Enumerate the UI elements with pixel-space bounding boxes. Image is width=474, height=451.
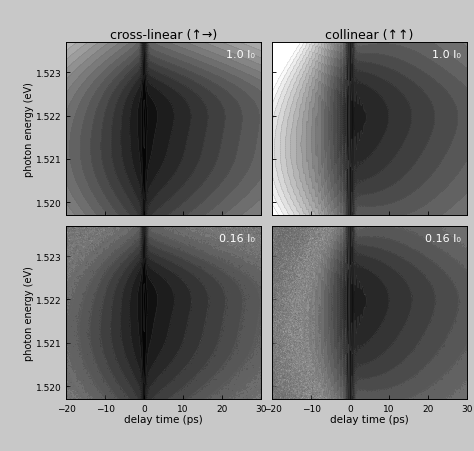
Text: 1.0 I₀: 1.0 I₀ — [226, 50, 255, 60]
X-axis label: delay time (ps): delay time (ps) — [124, 414, 203, 424]
Y-axis label: photon energy (eV): photon energy (eV) — [24, 82, 34, 177]
Text: 1.0 I₀: 1.0 I₀ — [432, 50, 461, 60]
X-axis label: delay time (ps): delay time (ps) — [330, 414, 409, 424]
Title: cross-linear (↑→): cross-linear (↑→) — [110, 29, 217, 41]
Text: 0.16 I₀: 0.16 I₀ — [219, 233, 255, 243]
Y-axis label: photon energy (eV): photon energy (eV) — [24, 265, 34, 360]
Title: collinear (↑↑): collinear (↑↑) — [326, 29, 414, 41]
Text: 0.16 I₀: 0.16 I₀ — [425, 233, 461, 243]
